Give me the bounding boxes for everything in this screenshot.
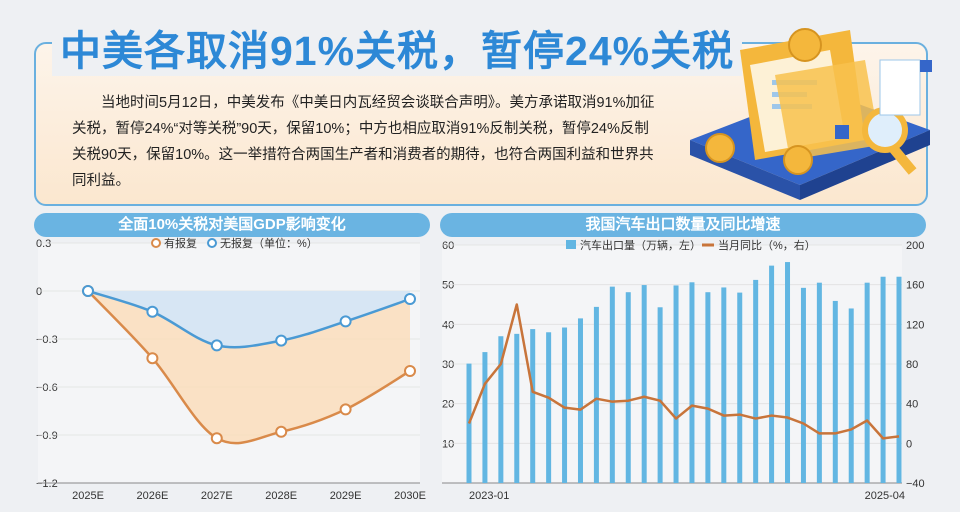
headline: 中美各取消91%关税，暂停24%关税 (52, 26, 743, 76)
export-bar (896, 276, 902, 483)
blue-area (88, 291, 410, 348)
orange-point (146, 352, 159, 365)
export-bar (609, 286, 615, 483)
folder-illustration-icon (690, 28, 932, 200)
left-x-tick: 2028E (265, 490, 297, 502)
right-y-right-tick: 40 (906, 399, 918, 411)
left-x-tick: 2026E (136, 490, 168, 502)
export-bar (546, 332, 552, 483)
legend-orange-label: 有报复 (164, 236, 197, 250)
left-y-tick: 0.3 (36, 238, 51, 250)
blue-series-line (87, 289, 411, 349)
blue-point (82, 285, 94, 297)
export-bar (657, 307, 663, 483)
export-bar (785, 262, 791, 483)
export-bar (769, 265, 775, 483)
yoy-growth-line (467, 303, 900, 440)
right-y-right-tick: 120 (906, 319, 924, 331)
left-x-tick: 2025E (72, 490, 104, 502)
blue-point (339, 315, 352, 328)
export-bar (577, 318, 583, 483)
right-y-right-tick: −40 (906, 478, 925, 490)
export-bar (753, 279, 759, 483)
right-y-right-tick: 0 (906, 438, 912, 450)
left-y-tick: −0.6 (36, 382, 58, 394)
left-y-tick: −1.2 (36, 478, 58, 490)
right-x-end-label: 2025-04 (865, 490, 905, 502)
left-y-tick: 0 (36, 286, 42, 298)
legend-orange-marker (151, 238, 161, 248)
coin-icon (788, 28, 822, 62)
orange-point (210, 432, 223, 445)
export-bar (816, 282, 822, 483)
orange-point (404, 365, 416, 377)
legend-bar-label: 汽车出口量（万辆，左） (580, 238, 701, 252)
blue-point (404, 293, 416, 305)
right-chart-title: 我国汽车出口数量及同比增速 (440, 213, 926, 237)
export-bar (848, 308, 854, 483)
blue-point (275, 334, 288, 347)
export-bar (880, 276, 886, 483)
export-bar (562, 327, 568, 483)
export-bar (864, 282, 870, 483)
left-x-tick: 2030E (394, 490, 426, 502)
export-bar (721, 287, 727, 483)
blue-point (210, 339, 223, 352)
right-y-left-tick: 30 (442, 359, 454, 371)
export-bar (514, 333, 520, 483)
export-bar (673, 285, 679, 483)
export-bar (625, 292, 631, 483)
export-bar (498, 336, 504, 483)
export-bar (705, 292, 711, 483)
left-x-tick: 2029E (330, 490, 362, 502)
export-bar (530, 329, 536, 483)
left-y-tick: −0.3 (36, 334, 58, 346)
export-bar (737, 292, 743, 483)
intro-text: 当地时间5月12日，中美发布《中美日内瓦经贸会谈联合声明》。美方承诺取消91%加… (72, 95, 655, 189)
right-y-left-tick: 40 (442, 319, 454, 331)
left-x-tick: 2027E (201, 490, 233, 502)
orange-point (339, 403, 352, 416)
blue-point (146, 305, 159, 318)
document-icon (879, 59, 921, 116)
right-y-left-tick: 20 (442, 399, 454, 411)
right-y-left-tick: 60 (442, 240, 454, 252)
right-y-right-tick: 80 (906, 359, 918, 371)
export-bar (832, 300, 838, 483)
legend-bar-marker (566, 240, 576, 249)
right-y-right-tick: 160 (906, 280, 924, 292)
right-x-start-label: 2023-01 (469, 490, 509, 502)
export-bar (641, 285, 647, 483)
export-bar (482, 352, 488, 483)
right-y-left-tick: 10 (442, 438, 454, 450)
legend-line-label: 当月同比（%，右） (718, 238, 816, 252)
legend-blue-label: 无报复（单位：%） (220, 236, 318, 250)
right-y-left-tick: 50 (442, 280, 454, 292)
left-y-tick: −0.9 (36, 430, 58, 442)
left-chart-title: 全面10%关税对美国GDP影响变化 (34, 213, 430, 237)
export-bar (689, 282, 695, 483)
orange-point (275, 425, 288, 438)
export-bar (593, 306, 599, 483)
legend-blue-marker (207, 238, 217, 248)
right-y-right-tick: 200 (906, 240, 924, 252)
orange-area (88, 291, 410, 444)
export-bar (800, 287, 806, 483)
